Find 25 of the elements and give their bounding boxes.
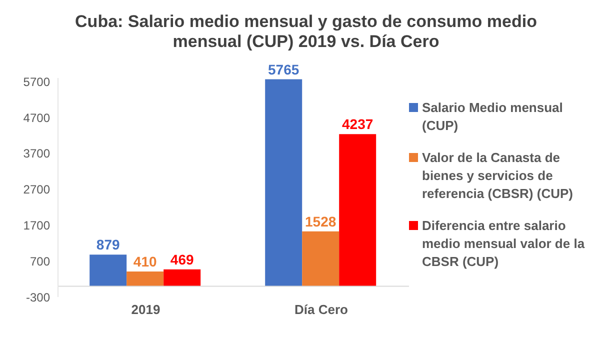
y-tick-label: 4700 (23, 110, 50, 125)
x-tick-label: 2019 (131, 302, 160, 318)
y-tick-label: 5700 (23, 74, 50, 89)
y-tick-label: 1700 (23, 218, 50, 232)
data-label: 469 (170, 251, 194, 268)
legend-label: Diferencia entre salario medio mensual valor de la CBSR (CUP) (422, 217, 586, 271)
y-tick-label: 3700 (23, 146, 50, 161)
bar (265, 79, 302, 286)
bar (126, 272, 164, 286)
bar (164, 269, 201, 286)
y-tick-label: 700 (30, 254, 50, 268)
bar (339, 134, 376, 286)
y-tick-label: 2700 (23, 182, 50, 197)
data-label: 410 (133, 254, 157, 270)
data-label: 879 (96, 236, 120, 253)
legend-label: Valor de la Canasta de bienes y servicios de referencia (CBSR) (CUP) (422, 149, 574, 203)
data-label: 4237 (342, 116, 374, 132)
data-label: 5765 (268, 61, 300, 78)
x-tick-label: Día Cero (294, 302, 348, 318)
y-tick-label: -300 (26, 290, 50, 304)
legend-label: Salario Medio mensual (CUP) (422, 99, 564, 135)
data-label: 1528 (305, 213, 336, 230)
bar (90, 254, 127, 286)
bar (302, 231, 340, 286)
chart-title: Cuba: Salario medio mensual y gasto de consumo medio mensual (CUP) 2019 vs. Día Cero (74, 11, 538, 52)
